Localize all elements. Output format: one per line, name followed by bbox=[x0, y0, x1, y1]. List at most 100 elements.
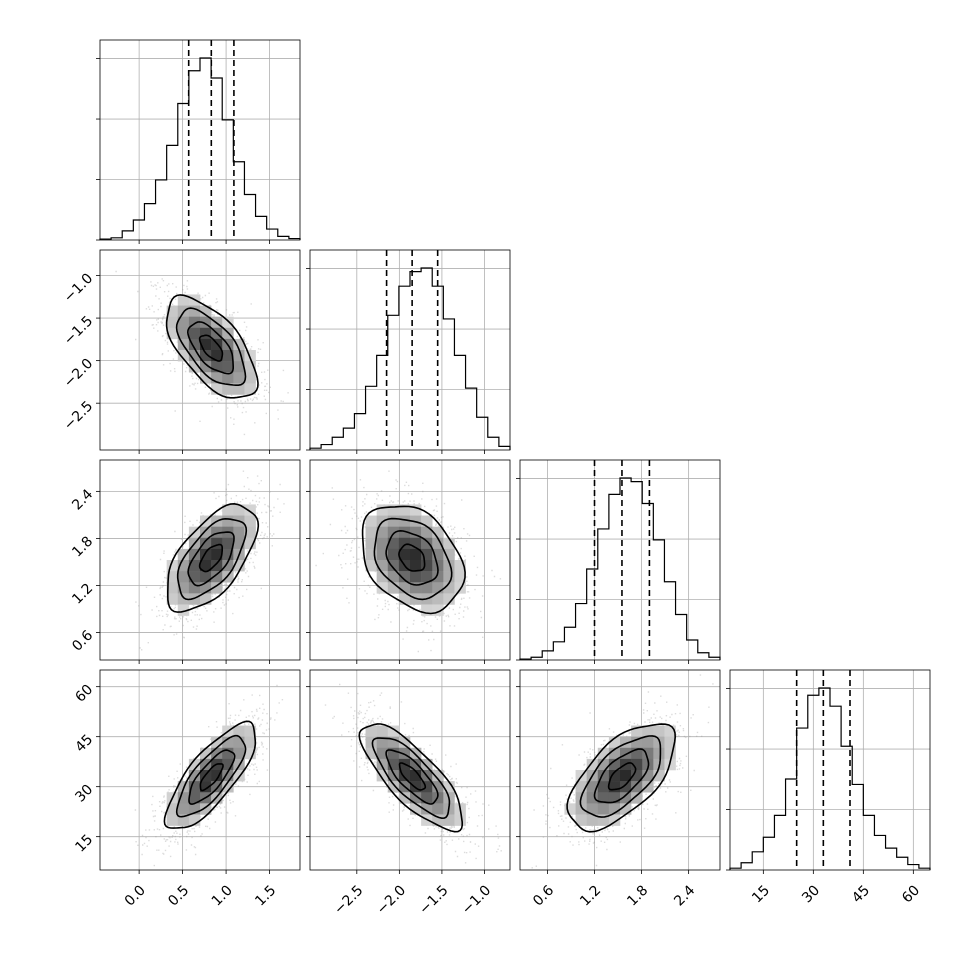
density-cell bbox=[597, 747, 610, 760]
density-cell bbox=[233, 560, 245, 572]
density-cell bbox=[620, 747, 632, 760]
density-cell bbox=[398, 537, 411, 550]
density-cell bbox=[443, 537, 455, 550]
histogram-step-3 bbox=[729, 687, 931, 870]
panel-frame bbox=[519, 459, 721, 661]
density-cell bbox=[188, 560, 201, 572]
density-cell bbox=[222, 781, 234, 793]
density-cell bbox=[432, 582, 444, 594]
density-cell bbox=[188, 803, 201, 815]
density-cell bbox=[398, 548, 411, 561]
density-cell bbox=[454, 814, 466, 826]
density-cell bbox=[177, 814, 190, 826]
density-cell bbox=[200, 593, 212, 605]
density-cell bbox=[653, 747, 665, 760]
density-cell bbox=[177, 327, 190, 340]
density-cell bbox=[222, 515, 234, 527]
density-cell bbox=[664, 747, 676, 760]
x-tick-label: 0.5 bbox=[165, 882, 192, 909]
density-cell bbox=[177, 803, 190, 815]
density-cell bbox=[188, 305, 201, 317]
density-cell bbox=[432, 770, 444, 782]
x-tick-label: 15 bbox=[749, 882, 773, 906]
density-cell bbox=[188, 316, 201, 329]
density-cell bbox=[177, 571, 190, 583]
density-cell bbox=[177, 316, 190, 329]
density-cell bbox=[200, 350, 212, 362]
density-cell bbox=[365, 515, 377, 527]
density-cell bbox=[642, 770, 654, 782]
density-cell bbox=[421, 571, 433, 583]
density-cell bbox=[365, 548, 377, 561]
density-cell bbox=[642, 781, 654, 793]
density-cell bbox=[597, 803, 610, 815]
density-cell bbox=[410, 758, 422, 771]
density-cell bbox=[244, 725, 256, 737]
density-cell bbox=[188, 582, 201, 594]
density-cell bbox=[398, 792, 411, 804]
density-cell bbox=[597, 781, 610, 793]
density-cell bbox=[211, 560, 223, 572]
density-cell bbox=[200, 560, 212, 572]
density-cell bbox=[177, 582, 190, 594]
density-cell bbox=[620, 781, 632, 793]
x-tick-label: 45 bbox=[849, 882, 873, 906]
y-tick-label: −2.0 bbox=[61, 356, 96, 391]
density-cell bbox=[443, 593, 455, 605]
density-cell bbox=[387, 560, 400, 572]
density-cell bbox=[233, 383, 245, 395]
y-tick-label: 60 bbox=[72, 682, 96, 706]
scatter-panel-3-0 bbox=[96, 669, 301, 874]
density-cell bbox=[222, 316, 234, 329]
density-cell bbox=[211, 582, 223, 594]
density-cell bbox=[233, 725, 245, 737]
density-cell bbox=[597, 814, 610, 826]
density-cell bbox=[432, 548, 444, 561]
density-cell bbox=[432, 537, 444, 550]
x-tick-label: −2.5 bbox=[331, 882, 366, 917]
density-cell bbox=[421, 792, 433, 804]
density-cell bbox=[200, 526, 212, 539]
x-tick-label: 1.0 bbox=[209, 882, 236, 909]
density-cell bbox=[421, 548, 433, 561]
density-cell bbox=[222, 758, 234, 771]
density-cell bbox=[244, 504, 256, 516]
density-cell bbox=[631, 792, 643, 804]
density-cell bbox=[398, 582, 411, 594]
density-cell bbox=[365, 537, 377, 550]
density-cell bbox=[454, 571, 466, 583]
density-cell bbox=[166, 582, 179, 594]
density-cell bbox=[432, 604, 444, 616]
density-cell bbox=[177, 294, 190, 306]
density-cell bbox=[376, 736, 389, 749]
scatter-content bbox=[531, 674, 714, 869]
density-cell bbox=[387, 747, 400, 760]
density-cell bbox=[631, 781, 643, 793]
density-cell bbox=[177, 792, 190, 804]
density-cell bbox=[200, 537, 212, 550]
density-cell bbox=[586, 758, 599, 771]
density-cell bbox=[398, 747, 411, 760]
density-cell bbox=[200, 548, 212, 561]
density-cell bbox=[166, 593, 179, 605]
panel-frame bbox=[309, 669, 511, 871]
density-cell bbox=[233, 526, 245, 539]
contour-level-0 bbox=[198, 334, 224, 362]
density-cell bbox=[365, 736, 377, 749]
density-cell bbox=[410, 560, 422, 572]
density-cell bbox=[586, 803, 599, 815]
contour-level-3 bbox=[165, 294, 259, 399]
density-cell bbox=[188, 361, 201, 373]
density-cell bbox=[376, 504, 389, 516]
density-cell bbox=[188, 571, 201, 583]
density-cell bbox=[233, 770, 245, 782]
density-cell bbox=[608, 814, 621, 826]
density-cell bbox=[365, 725, 377, 737]
hist-panel-3 bbox=[726, 669, 931, 874]
density-cell bbox=[166, 316, 179, 329]
density-cell bbox=[200, 781, 212, 793]
density-cell bbox=[398, 593, 411, 605]
density-cell bbox=[642, 747, 654, 760]
contour-level-3 bbox=[566, 723, 677, 833]
density-cell bbox=[443, 582, 455, 594]
